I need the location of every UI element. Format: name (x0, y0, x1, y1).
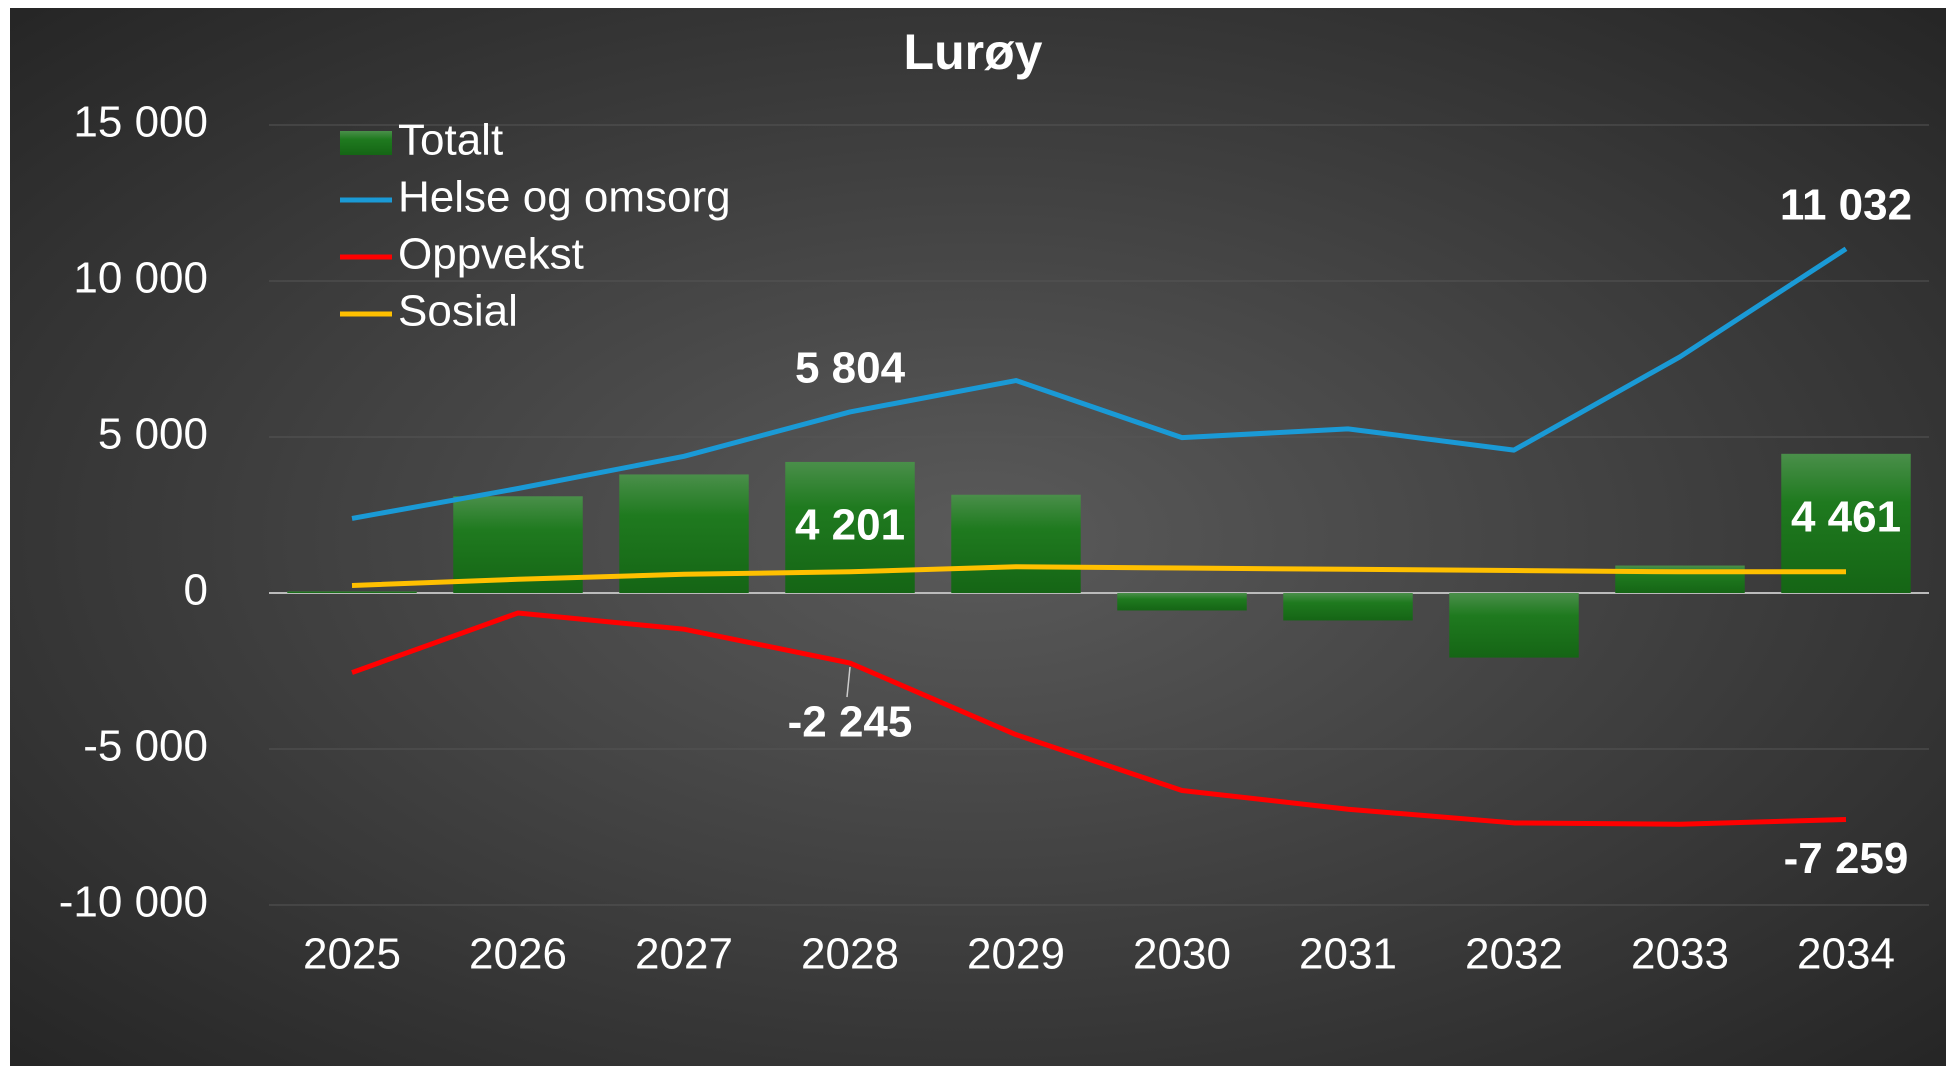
y-tick-label: 0 (184, 566, 208, 615)
x-tick-label: 2032 (1465, 930, 1563, 979)
data-label: 5 804 (795, 344, 906, 393)
x-tick-label: 2033 (1631, 930, 1729, 979)
x-tick-label: 2025 (303, 930, 401, 979)
bar (1117, 593, 1247, 611)
data-label: -7 259 (1784, 834, 1909, 883)
x-tick-label: 2029 (967, 930, 1065, 979)
y-tick-label: 10 000 (73, 254, 208, 303)
leader-line (846, 666, 851, 698)
x-tick-label: 2034 (1797, 930, 1895, 979)
line (351, 610, 1847, 827)
x-tick-label: 2027 (635, 930, 733, 979)
y-tick-label: 5 000 (98, 410, 208, 459)
bar (287, 591, 417, 593)
chart-title: Lurøy (904, 24, 1043, 80)
legend-label: Oppvekst (398, 230, 584, 279)
y-tick-label: -10 000 (59, 878, 208, 927)
y-tick-label: 15 000 (73, 98, 208, 147)
legend-label: Sosial (398, 287, 518, 336)
x-tick-label: 2026 (469, 930, 567, 979)
data-label: 11 032 (1780, 180, 1912, 229)
data-label: -2 245 (788, 698, 913, 747)
legend-label: Totalt (398, 116, 503, 165)
bar (1283, 593, 1413, 621)
y-tick-label: -5 000 (83, 722, 208, 771)
x-tick-label: 2031 (1299, 930, 1397, 979)
bar (951, 494, 1081, 593)
x-tick-label: 2028 (801, 930, 899, 979)
line (351, 246, 1848, 521)
x-tick-label: 2030 (1133, 930, 1231, 979)
legend-label: Helse og omsorg (398, 173, 731, 222)
bar (1449, 593, 1579, 658)
data-label: 4 461 (1791, 492, 1901, 541)
data-label: 4 201 (795, 501, 905, 550)
legend-swatch (340, 131, 392, 155)
line (351, 564, 1846, 589)
